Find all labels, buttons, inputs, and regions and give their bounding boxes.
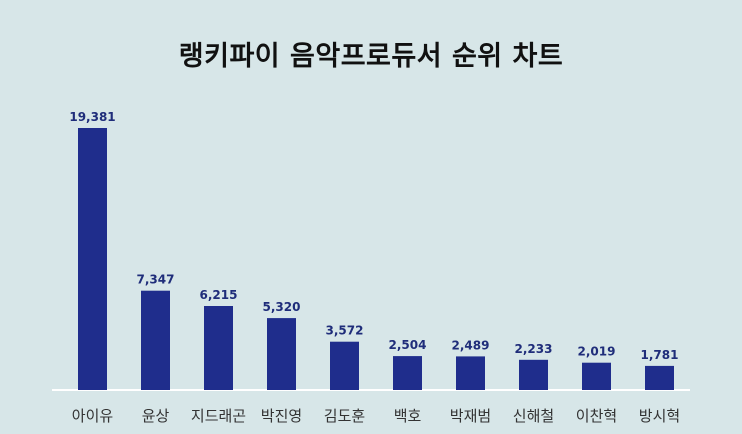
category-label-6: 백호 bbox=[394, 407, 422, 425]
bar-1 bbox=[78, 128, 107, 390]
category-label-9: 이찬혁 bbox=[576, 407, 617, 425]
category-label-10: 방시혁 bbox=[639, 407, 680, 425]
category-label-1: 아이유 bbox=[72, 407, 114, 425]
bar-4 bbox=[267, 318, 296, 390]
value-label-5: 3,572 bbox=[326, 324, 364, 338]
bar-10 bbox=[645, 365, 674, 390]
value-label-10: 1,781 bbox=[641, 348, 679, 362]
bar-7 bbox=[456, 356, 485, 390]
bar-8 bbox=[519, 359, 548, 390]
value-label-8: 2,233 bbox=[515, 342, 553, 356]
value-label-1: 19,381 bbox=[69, 110, 115, 124]
category-label-8: 신해철 bbox=[513, 407, 554, 425]
chart-title: 랭키파이 음악프로듀서 순위 차트 bbox=[178, 41, 564, 72]
value-label-3: 6,215 bbox=[200, 288, 238, 302]
bar-6 bbox=[393, 356, 422, 390]
value-labels-group: 19,381 7,347 6,215 5,320 3,572 2,504 2,489 2,23… bbox=[69, 110, 678, 362]
bar-5 bbox=[330, 341, 359, 390]
bars-group bbox=[78, 128, 674, 390]
value-label-6: 2,504 bbox=[389, 338, 427, 352]
category-labels-group: 아이유 윤상 지드래곤 박진영 김도훈 백호 박재범 신해철 이찬혁 방시혁 bbox=[72, 407, 680, 425]
category-label-4: 박진영 bbox=[261, 407, 302, 425]
value-label-4: 5,320 bbox=[263, 300, 301, 314]
category-label-7: 박재범 bbox=[450, 407, 491, 425]
value-label-9: 2,019 bbox=[578, 345, 616, 359]
category-label-5: 김도훈 bbox=[324, 407, 365, 425]
category-label-2: 윤상 bbox=[142, 407, 170, 425]
value-label-2: 7,347 bbox=[137, 273, 175, 287]
bar-2 bbox=[141, 290, 170, 390]
bar-3 bbox=[204, 306, 233, 390]
bar-9 bbox=[582, 362, 611, 390]
value-label-7: 2,489 bbox=[452, 338, 490, 352]
category-label-3: 지드래곤 bbox=[191, 407, 246, 425]
